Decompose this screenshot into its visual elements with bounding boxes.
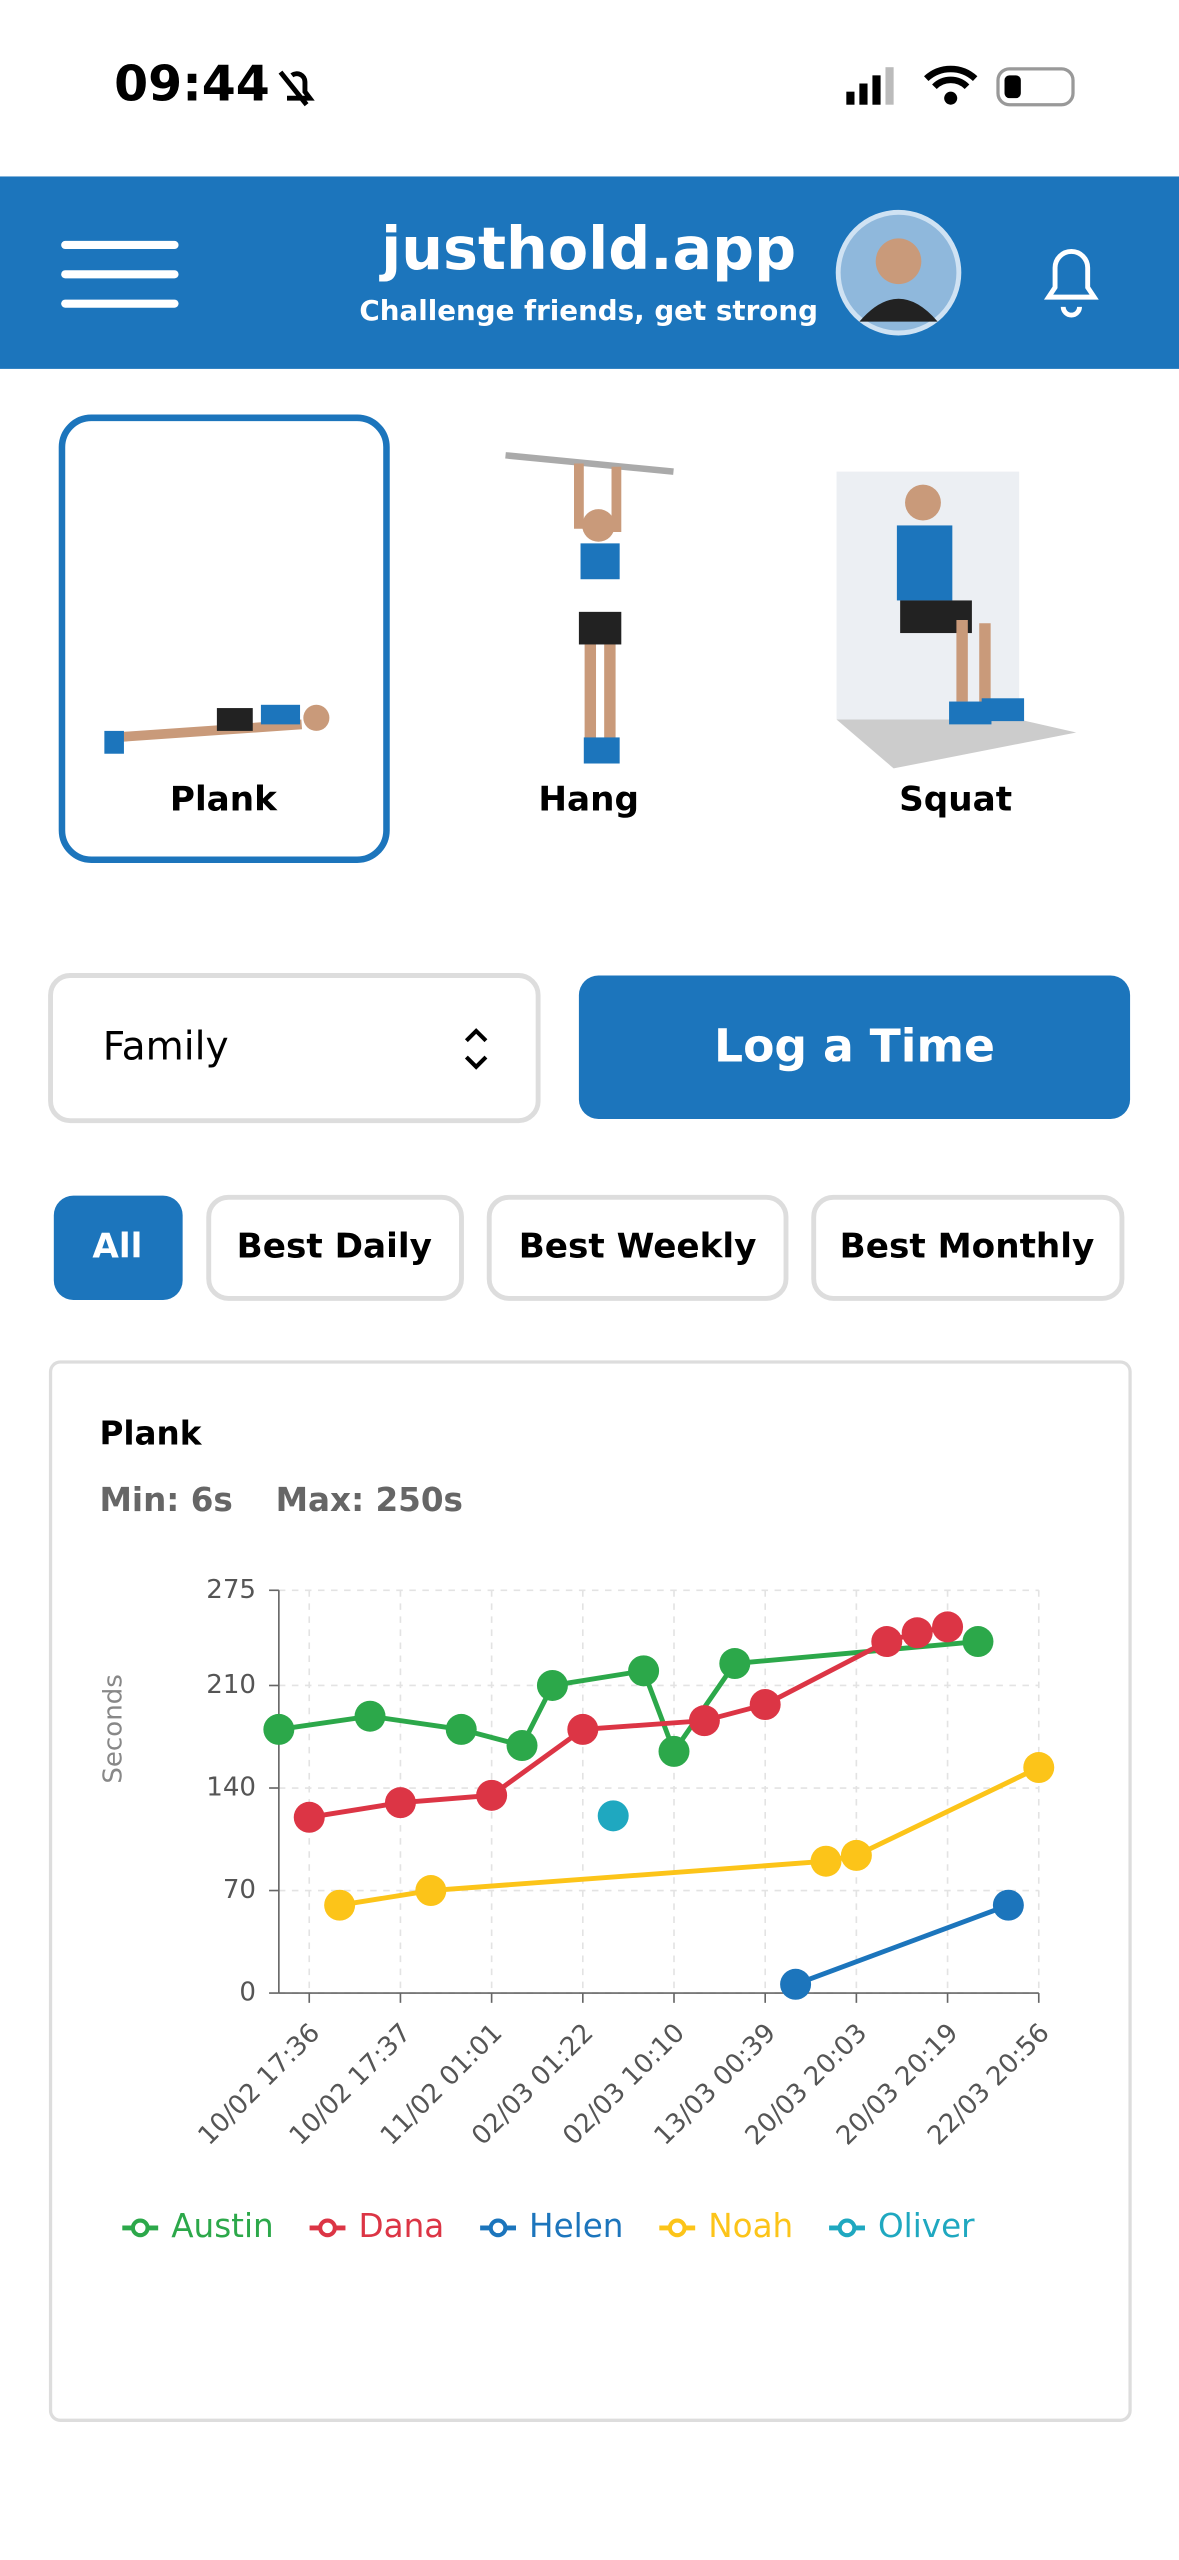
data-point [780,1968,812,2000]
data-point [476,1779,508,1811]
legend-marker [837,2218,857,2238]
filter[interactable] [206,1194,464,1301]
legend-marker [318,2218,337,2238]
data-point [719,1648,751,1680]
group-select[interactable] [48,973,541,1124]
data-point [658,1735,690,1767]
legend-item[interactable]: Helen [480,2207,623,2245]
data-point [992,1889,1024,1921]
chart-title: Plank [99,1414,202,1452]
chart-stat: Max: 250s [276,1481,463,1519]
legend-item[interactable]: Dana [309,2207,445,2245]
data-point [840,1839,872,1871]
legend-label: Helen [529,2207,623,2245]
y-axis-label: Seconds [99,1674,129,1784]
data-point [263,1713,295,1745]
data-point [932,1611,964,1643]
data-point [810,1845,842,1877]
filter-label: Best Daily [237,1226,432,1266]
filter[interactable] [811,1194,1125,1301]
y-tick-label: 70 [223,1875,256,1905]
legend-marker [130,2218,150,2238]
status-icons [278,65,1075,107]
y-tick-label: 140 [206,1773,256,1803]
legend-marker [488,2218,508,2238]
series-line [794,1902,1010,1987]
exercise-label: Plank [170,780,278,820]
filter[interactable] [486,1194,789,1301]
data-point [567,1713,599,1745]
notifications-button[interactable] [1043,249,1099,318]
group-select-value: Family [103,1024,229,1069]
hang-card[interactable] [505,452,674,764]
data-point [384,1787,416,1819]
data-point [871,1626,903,1658]
chart-stat: Min: 6s [99,1481,232,1519]
data-point [597,1800,629,1832]
data-point [445,1713,477,1745]
data-point [1023,1752,1055,1783]
legend-item[interactable]: Oliver [829,2207,975,2245]
data-point [324,1889,356,1921]
legend-item[interactable]: Austin [122,2207,274,2245]
y-tick-label: 0 [239,1978,256,2008]
data-point [628,1655,660,1687]
chart-card [48,1360,1132,2422]
data-point [536,1669,568,1701]
exercise-label: Hang [538,780,639,820]
data-point [506,1730,538,1762]
filter-label: All [92,1226,142,1266]
data-point [293,1801,325,1833]
plank-illustration [104,704,330,754]
status-time: 09:44 [114,55,270,112]
menu-button[interactable] [61,240,179,308]
exercise-label: Squat [899,780,1012,820]
legend-marker [667,2218,687,2238]
data-point [415,1875,447,1907]
legend-label: Dana [359,2207,445,2245]
legend-label: Austin [171,2207,273,2245]
data-point [354,1700,386,1732]
log-button[interactable] [578,975,1131,1120]
data-point [688,1705,720,1737]
y-tick-label: 210 [206,1670,256,1700]
legend-label: Oliver [878,2207,975,2245]
data-point [962,1626,994,1658]
data-point [749,1689,781,1721]
header [0,176,1179,369]
squat-card[interactable] [836,471,1077,769]
select-chevron [464,1028,488,1070]
avatar[interactable] [835,209,962,336]
app-title: justhold.app [379,215,796,283]
legend-item[interactable]: Noah [659,2207,793,2245]
filter-label: Best Weekly [519,1226,757,1266]
filter-selected[interactable] [53,1195,183,1301]
legend-label: Noah [708,2207,793,2245]
log-button-label: Log a Time [714,1019,995,1072]
exercise-card-selected[interactable] [58,414,390,863]
filter-label: Best Monthly [840,1226,1095,1266]
y-tick-label: 275 [206,1575,256,1605]
app-subtitle: Challenge friends, get strong [359,294,817,327]
data-point [901,1617,933,1649]
